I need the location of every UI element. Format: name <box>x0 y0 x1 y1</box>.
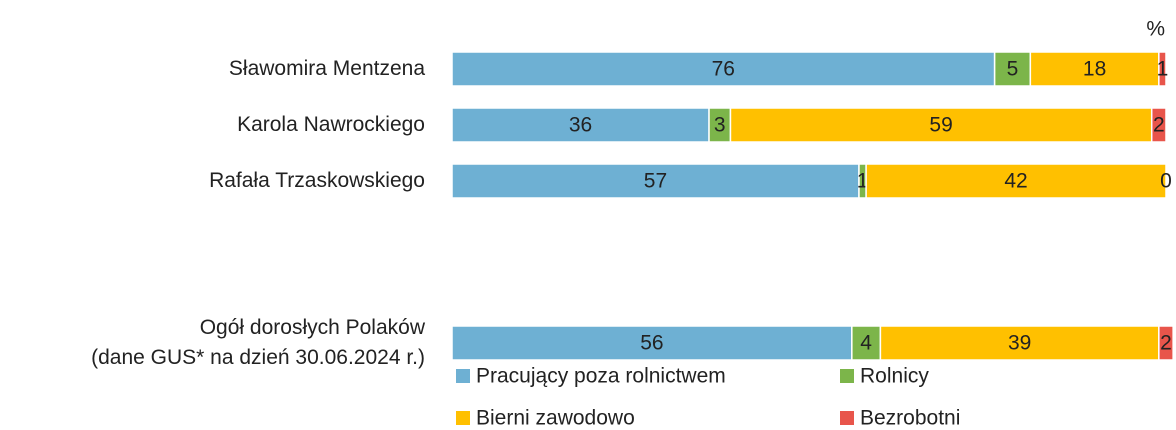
bar-segment <box>729 107 1153 143</box>
data-label: 42 <box>1004 170 1027 193</box>
bar-segment <box>1029 51 1160 87</box>
data-label: 4 <box>860 332 872 355</box>
category-label: Karola Nawrockiego <box>237 113 425 136</box>
data-label: 76 <box>712 58 735 81</box>
data-label: 1 <box>857 170 869 193</box>
legend-swatch <box>456 411 470 425</box>
legend-swatch <box>456 369 470 383</box>
data-label: 3 <box>714 114 726 137</box>
bar-segment <box>1158 325 1174 361</box>
category-label: Sławomira Mentzena <box>228 57 425 80</box>
bar-segment <box>865 163 1167 199</box>
data-label: 59 <box>929 114 952 137</box>
legend-swatch <box>840 411 854 425</box>
data-label: 18 <box>1083 58 1106 81</box>
category-label: Ogół dorosłych Polaków (dane GUS* na dzi… <box>91 316 425 369</box>
legend-label: Rolnicy <box>860 365 929 388</box>
bar-segment <box>851 325 882 361</box>
legend-label: Bezrobotni <box>860 407 960 430</box>
data-label: 0 <box>1160 170 1172 193</box>
unit-label: % <box>1146 18 1165 41</box>
data-label: 57 <box>644 170 667 193</box>
data-label: 2 <box>1153 114 1165 137</box>
legend-label: Bierni zawodowo <box>476 407 635 430</box>
legend-swatch <box>840 369 854 383</box>
data-label: 1 <box>1157 58 1169 81</box>
category-label: Rafała Trzaskowskiego <box>209 169 425 192</box>
data-label: 56 <box>640 332 663 355</box>
data-label: 2 <box>1160 332 1172 355</box>
bar-segment <box>451 107 710 143</box>
data-label: 36 <box>569 114 592 137</box>
data-label: 39 <box>1008 332 1031 355</box>
bar-segment <box>1158 51 1167 87</box>
bar-segment <box>451 325 853 361</box>
data-label: 5 <box>1007 58 1019 81</box>
bar-segment <box>1150 107 1167 143</box>
legend-label: Pracujący poza rolnictwem <box>476 365 726 388</box>
bar-segment <box>451 163 860 199</box>
